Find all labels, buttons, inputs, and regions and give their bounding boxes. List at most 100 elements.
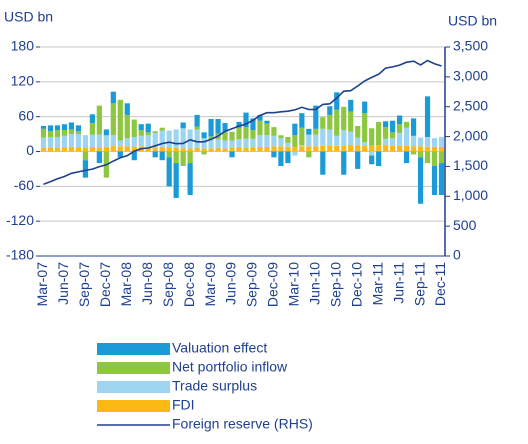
bar-segment [96, 134, 102, 148]
bar-segment [75, 131, 82, 135]
bar-segment [362, 101, 368, 114]
bar-segment [257, 114, 263, 121]
bar-segment [320, 145, 326, 152]
bar-segment [110, 145, 116, 152]
x-tick-label: Dec-07 [97, 262, 113, 307]
bar-segment [424, 146, 431, 152]
bar-segment [292, 146, 298, 152]
bar-segment [431, 166, 438, 196]
x-tick-label: Sep-08 [160, 262, 176, 307]
bar-segment [397, 115, 403, 125]
bar-segment [243, 127, 249, 139]
y2-tick-label: 1,500 [453, 157, 488, 173]
bar-segment [54, 136, 61, 149]
bar-segment [299, 146, 305, 152]
bar-segment [75, 147, 82, 152]
bar-segment [194, 148, 200, 152]
bar-segment [417, 157, 424, 204]
bar-segment [320, 128, 326, 146]
bar-segment [103, 135, 109, 147]
bar-segment [187, 151, 193, 164]
x-tick-label: Jun-08 [139, 262, 155, 305]
bar-segment [264, 123, 270, 136]
bar-segment [54, 130, 61, 137]
bar-segment [306, 151, 312, 158]
legend-swatch [97, 362, 170, 374]
bar-segment [173, 129, 179, 149]
bar-segment [40, 128, 47, 138]
bar-segment [89, 146, 95, 152]
bar-segment [103, 146, 109, 152]
bar-segment [271, 146, 277, 152]
bar-segment [47, 125, 54, 132]
bar-segment [68, 129, 75, 135]
bar-segment [424, 136, 431, 147]
bar-segment [278, 151, 284, 167]
bar-segment [222, 131, 228, 141]
bar-segment [438, 163, 445, 196]
bar-segment [410, 118, 417, 136]
bar-segment [431, 146, 438, 152]
bar-segment [334, 92, 340, 110]
bar-segment [327, 106, 333, 115]
bar-segment [54, 125, 61, 131]
bar-segment [348, 99, 354, 112]
bar-segment [47, 147, 54, 152]
bar-segment [40, 148, 47, 152]
bar-segment [131, 119, 137, 137]
bar-segment [341, 145, 347, 152]
y-tick-label: -60 [14, 177, 34, 193]
bar-segment [271, 151, 277, 158]
bar-segment [131, 136, 137, 147]
bar-segment [208, 118, 214, 137]
bar-segment [410, 135, 417, 147]
bar-segment [376, 145, 382, 152]
bar-segment [334, 109, 340, 136]
x-tick-label: Dec-08 [181, 262, 197, 307]
bar-segment [180, 128, 186, 149]
x-tick-label: Sep-09 [244, 262, 260, 307]
x-tick-label: Dec-10 [348, 262, 364, 307]
bar-segment [145, 135, 151, 147]
bar-segment [285, 151, 291, 164]
bar-segment [145, 132, 151, 136]
bar-segment [257, 135, 263, 147]
bar-segment [390, 132, 396, 139]
bar-segment [145, 146, 151, 152]
bar-segment [292, 151, 298, 156]
bar-segment [327, 114, 333, 130]
bar-segment [180, 151, 186, 167]
bar-segment [229, 151, 235, 158]
bar-segment [320, 117, 326, 129]
bar-segment [348, 145, 354, 152]
bar-segment [327, 129, 333, 146]
bar-segment [417, 146, 424, 152]
bar-segment [229, 148, 235, 152]
bar-segment [82, 148, 88, 152]
bar-segment [264, 135, 270, 147]
bar-segment [369, 151, 375, 156]
bar-segment [138, 135, 144, 147]
x-tick-label: Mar-09 [202, 262, 218, 307]
bar-segment [341, 106, 347, 131]
bar-segment [103, 129, 109, 136]
y2-tick-label: 2,500 [453, 97, 488, 113]
bar-segment [243, 138, 249, 149]
bar-segment [369, 128, 375, 146]
bar-segment [403, 151, 410, 164]
bar-segment [187, 148, 193, 152]
bar-segment [362, 142, 368, 146]
bar-segment [403, 127, 410, 146]
bar-segment [215, 148, 221, 152]
bar-segment [110, 135, 116, 146]
bar-segment [431, 151, 438, 167]
bar-segment [320, 151, 326, 175]
bar-segment [124, 114, 130, 139]
bar-segment [327, 145, 333, 152]
bar-segment [194, 129, 200, 149]
bar-segment [54, 148, 61, 152]
bar-segment [417, 151, 424, 158]
bar-segment [194, 126, 200, 130]
bar-segment [208, 139, 214, 149]
bar-segment [264, 120, 270, 124]
